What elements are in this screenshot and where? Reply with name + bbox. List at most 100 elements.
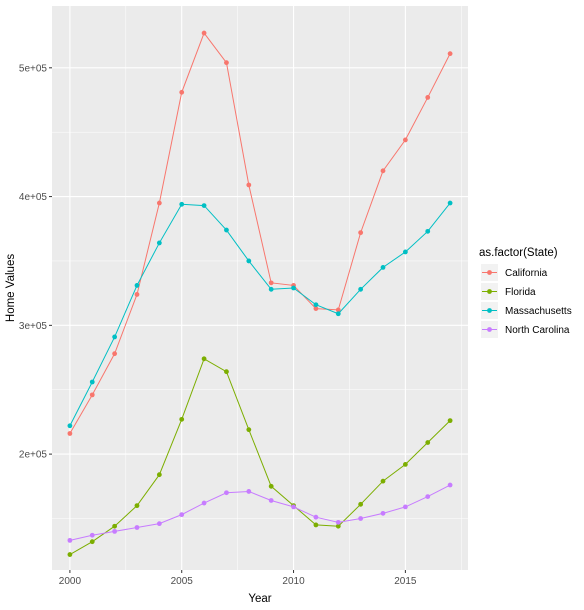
- data-point-california: [380, 168, 386, 174]
- data-point-california: [112, 351, 118, 357]
- data-point-massachusetts: [179, 201, 185, 207]
- data-point-north-carolina: [291, 504, 296, 510]
- data-point-california: [358, 230, 364, 236]
- data-point-north-carolina: [89, 532, 95, 538]
- legend-key-point: [487, 327, 492, 332]
- x-tick-label: 2000: [59, 576, 82, 587]
- data-point-florida: [358, 501, 364, 507]
- legend-label-california: California: [505, 268, 548, 279]
- data-point-florida: [224, 369, 229, 375]
- data-point-florida: [402, 462, 408, 467]
- data-point-massachusetts: [402, 249, 408, 255]
- data-point-north-carolina: [358, 516, 364, 521]
- series-line-florida: [69, 358, 451, 555]
- data-point-california: [313, 306, 319, 312]
- data-point-florida: [156, 472, 162, 478]
- data-point-massachusetts: [134, 283, 140, 288]
- legend-items: California Florida Massachusetts North Caro…: [481, 264, 572, 338]
- data-point-florida: [179, 416, 185, 422]
- data-point-florida: [246, 427, 252, 433]
- x-tick-label: 2010: [282, 576, 305, 587]
- data-point-florida: [67, 552, 73, 557]
- data-point-florida: [134, 503, 140, 509]
- data-point-north-carolina: [179, 512, 185, 518]
- data-point-california: [425, 95, 431, 100]
- data-point-massachusetts: [201, 203, 207, 208]
- data-point-massachusetts: [380, 264, 386, 270]
- data-point-california: [335, 307, 341, 313]
- data-point-north-carolina: [112, 528, 118, 534]
- legend-title: as.factor(State): [479, 247, 558, 259]
- data-point-california: [156, 200, 162, 206]
- data-point-north-carolina: [335, 519, 341, 525]
- data-point-massachusetts: [358, 286, 364, 292]
- series-florida: [67, 356, 453, 557]
- legend-label-florida: Florida: [505, 287, 536, 298]
- legend-key-point: [487, 270, 492, 275]
- data-point-north-carolina: [224, 490, 229, 496]
- series-line-california: [69, 32, 451, 434]
- data-point-california: [134, 292, 140, 297]
- data-point-massachusetts: [268, 286, 274, 292]
- data-point-massachusetts: [291, 285, 296, 291]
- legend-item-california: California: [481, 264, 548, 281]
- series-line-north-carolina: [69, 484, 451, 541]
- data-point-california: [67, 431, 73, 436]
- series-line-massachusetts: [69, 202, 451, 427]
- data-point-massachusetts: [156, 240, 162, 246]
- data-point-florida: [112, 523, 118, 529]
- legend-label-massachusetts: Massachusetts: [505, 306, 572, 317]
- data-point-north-carolina: [246, 489, 252, 494]
- data-point-north-carolina: [380, 510, 386, 516]
- legend-key-point: [487, 308, 492, 313]
- data-point-california: [402, 137, 408, 143]
- legend-item-florida: Florida: [481, 283, 536, 300]
- legend-key-point: [487, 289, 492, 294]
- data-point-massachusetts: [246, 258, 252, 264]
- y-axis: 2e+05 3e+05 4e+05 5e+05: [19, 63, 52, 461]
- data-point-california: [89, 392, 95, 398]
- grid-minor: [52, 6, 468, 570]
- data-point-north-carolina: [268, 498, 274, 503]
- data-point-california: [179, 89, 185, 95]
- x-axis: 2000 2005 2010 2015: [59, 570, 417, 587]
- data-point-massachusetts: [425, 228, 431, 234]
- series-massachusetts: [67, 200, 453, 429]
- data-point-florida: [268, 483, 274, 489]
- data-point-massachusetts: [67, 423, 73, 429]
- y-tick-label: 4e+05: [19, 192, 48, 203]
- series-north-carolina: [67, 482, 453, 543]
- data-point-florida: [380, 478, 386, 484]
- data-point-massachusetts: [112, 334, 118, 340]
- data-point-north-carolina: [402, 504, 408, 510]
- data-point-massachusetts: [313, 302, 319, 308]
- x-tick-label: 2015: [394, 576, 417, 587]
- data-point-california: [447, 51, 453, 57]
- x-axis-title: Year: [248, 593, 271, 605]
- y-tick-label: 2e+05: [19, 450, 48, 461]
- data-point-massachusetts: [224, 227, 229, 233]
- data-point-florida: [89, 539, 95, 545]
- legend-item-massachusetts: Massachusetts: [481, 302, 572, 319]
- y-tick-label: 5e+05: [19, 63, 48, 74]
- y-tick-label: 3e+05: [19, 321, 48, 332]
- data-point-florida: [313, 522, 319, 528]
- data-point-north-carolina: [425, 494, 431, 500]
- legend-label-north-carolina: North Carolina: [505, 325, 570, 336]
- data-point-florida: [425, 440, 431, 445]
- data-point-california: [201, 30, 207, 36]
- data-point-florida: [447, 418, 453, 424]
- data-point-florida: [201, 356, 207, 362]
- data-point-north-carolina: [134, 525, 140, 530]
- data-point-north-carolina: [313, 514, 319, 520]
- data-point-north-carolina: [447, 482, 453, 488]
- data-point-florida: [335, 523, 341, 529]
- data-point-massachusetts: [335, 311, 341, 317]
- panel-background: [52, 6, 468, 570]
- data-point-california: [246, 182, 252, 188]
- series-layer: [67, 30, 453, 557]
- y-axis-title: Home Values: [5, 254, 17, 322]
- data-point-california: [268, 280, 274, 286]
- data-point-north-carolina: [201, 500, 207, 506]
